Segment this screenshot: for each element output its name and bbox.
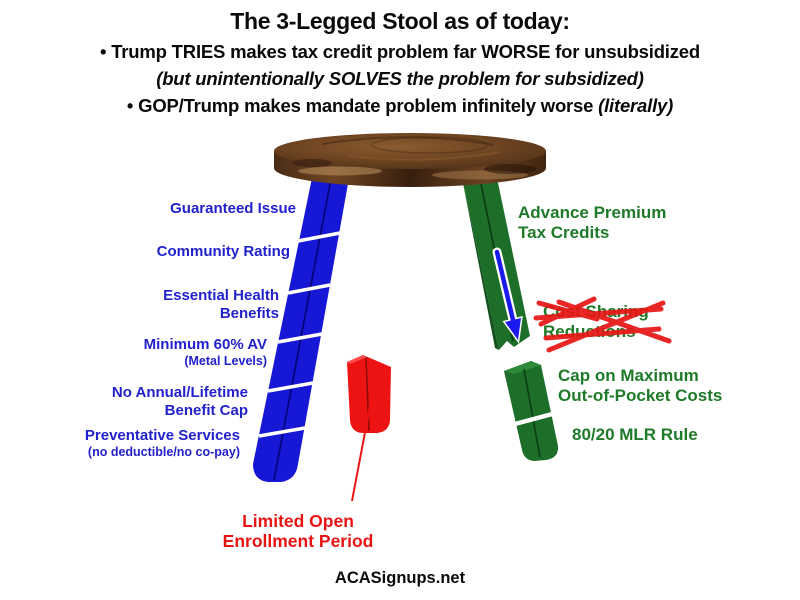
- label-line: Out-of-Pocket Costs: [558, 386, 723, 405]
- blue-leg: [253, 178, 349, 482]
- page-title: The 3-Legged Stool as of today:: [230, 8, 570, 34]
- label-line: Tax Credits: [518, 223, 610, 242]
- label-line: Essential Health: [163, 287, 279, 304]
- down-arrow-icon: [492, 247, 523, 344]
- label-cost-sharing-reductions: Cost Sharing Reductions: [543, 302, 649, 342]
- stool-seat: [274, 133, 546, 187]
- label-subline: (no deductible/no co-pay): [87, 445, 240, 459]
- red-leg-stub: [347, 355, 391, 433]
- label-line: Preventative Services: [84, 427, 240, 444]
- label-line: Limited Open: [242, 511, 354, 531]
- bullet-gop-mandate-text: • GOP/Trump makes mandate problem infini…: [126, 95, 599, 116]
- bullet-trump-tax-credit: • Trump TRIES makes tax credit problem f…: [100, 41, 700, 62]
- label-mlr-rule: 80/20 MLR Rule: [572, 425, 698, 445]
- bullet-gop-mandate-italic: (literally): [598, 95, 674, 116]
- label-line: Cost Sharing: [543, 302, 649, 321]
- label-line: Enrollment Period: [222, 531, 374, 551]
- label-limited-open-enrollment: Limited Open Enrollment Period: [198, 511, 398, 551]
- label-no-benefit-cap: No Annual/Lifetime Benefit Cap: [112, 384, 248, 420]
- label-line: 80/20 MLR Rule: [572, 425, 698, 444]
- blue-leg-joint-lines: [258, 231, 341, 438]
- label-line: Benefit Cap: [164, 402, 248, 419]
- label-essential-health-benefits: Essential Health Benefits: [163, 287, 279, 323]
- label-line: No Annual/Lifetime: [111, 384, 248, 401]
- pointer-line: [351, 405, 371, 502]
- label-minimum-av: Minimum 60% AV (Metal Levels): [144, 336, 267, 369]
- label-line: Minimum 60% AV: [143, 336, 267, 353]
- footer-site: ACASignups.net: [334, 569, 466, 587]
- bullet-gop-mandate: • GOP/Trump makes mandate problem infini…: [0, 94, 800, 118]
- bullet-sub-subsidized: (but unintentionally SOLVES the problem …: [156, 68, 644, 89]
- label-subline: (Metal Levels): [184, 354, 267, 368]
- label-line: Guaranteed Issue: [170, 200, 296, 217]
- label-line: Cap on Maximum: [558, 366, 699, 385]
- label-line: Benefits: [219, 305, 279, 322]
- label-advance-premium-tax-credits: Advance Premium Tax Credits: [518, 203, 666, 243]
- label-preventative-services: Preventative Services (no deductible/no …: [85, 427, 240, 460]
- label-cap-out-of-pocket: Cap on Maximum Out-of-Pocket Costs: [558, 366, 722, 406]
- header: The 3-Legged Stool as of today: • Trump …: [0, 6, 800, 121]
- label-community-rating: Community Rating: [157, 243, 290, 261]
- label-line: Advance Premium: [518, 203, 667, 222]
- label-line: Community Rating: [156, 243, 290, 260]
- green-leg-lower: [504, 361, 559, 461]
- label-line: Reductions: [543, 322, 636, 341]
- label-guaranteed-issue: Guaranteed Issue: [170, 200, 296, 218]
